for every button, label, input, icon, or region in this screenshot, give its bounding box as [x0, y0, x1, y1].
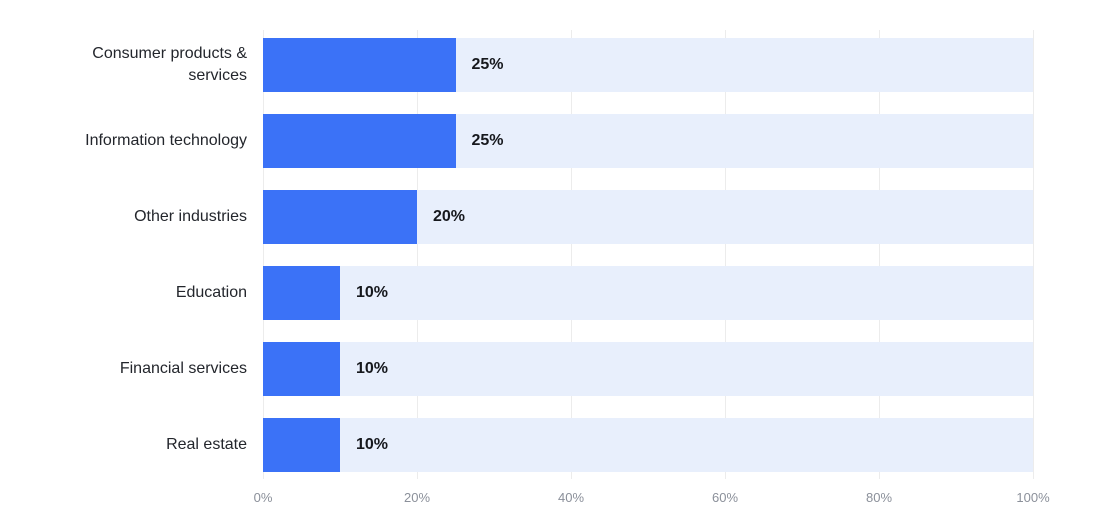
- category-label: Education: [175, 283, 247, 301]
- bar-row: Education 10%: [0, 266, 1033, 320]
- bar-rows: Consumer products & services 25% Informa…: [0, 38, 1033, 494]
- bar-track: 25%: [263, 38, 1033, 92]
- category-label-cell: Real estate: [0, 418, 263, 472]
- x-tick-label: 60%: [711, 490, 739, 505]
- x-axis: 0% 20% 40% 60% 80% 100%: [0, 490, 1097, 508]
- x-tick-label: 100%: [1016, 490, 1050, 505]
- bar: [263, 190, 417, 244]
- gridline: [417, 30, 418, 479]
- bar: [263, 418, 340, 472]
- category-label-cell: Financial services: [0, 342, 263, 396]
- value-label: 10%: [356, 360, 389, 377]
- bar-track: 10%: [263, 266, 1033, 320]
- category-label-cell: Education: [0, 266, 263, 320]
- bar-row: Other industries 20%: [0, 190, 1033, 244]
- bar: [263, 266, 340, 320]
- bar-track: 10%: [263, 418, 1033, 472]
- bar-track: 20%: [263, 190, 1033, 244]
- bar-track: 10%: [263, 342, 1033, 396]
- value-label: 25%: [471, 132, 504, 149]
- category-label-cell: Consumer products & services: [0, 38, 263, 92]
- category-label-cell: Information technology: [0, 114, 263, 168]
- gridline: [571, 30, 572, 479]
- x-tick-label: 80%: [865, 490, 893, 505]
- bar-row: Real estate 10%: [0, 418, 1033, 472]
- x-tick-label: 40%: [557, 490, 585, 505]
- gridlines: [0, 30, 1097, 479]
- bar-row: Information technology 25%: [0, 114, 1033, 168]
- bar: [263, 342, 340, 396]
- bar: [263, 114, 456, 168]
- bar-row: Consumer products & services 25%: [0, 38, 1033, 92]
- gridline: [263, 30, 264, 479]
- x-tick-label: 20%: [403, 490, 431, 505]
- category-label: Financial services: [119, 359, 247, 377]
- x-tick-label: 0%: [253, 490, 273, 505]
- category-label: Information technology: [85, 131, 247, 149]
- bar-row: Financial services 10%: [0, 342, 1033, 396]
- gridline: [725, 30, 726, 479]
- gridline: [1033, 30, 1034, 479]
- value-label: 10%: [356, 436, 389, 453]
- category-label: Consumer products & services: [92, 44, 247, 84]
- value-label: 20%: [433, 208, 466, 225]
- value-label: 25%: [471, 56, 504, 73]
- gridline: [879, 30, 880, 479]
- bar-track: 25%: [263, 114, 1033, 168]
- category-label: Real estate: [166, 435, 247, 453]
- category-label: Other industries: [134, 207, 247, 225]
- value-label: 10%: [356, 284, 389, 301]
- bar: [263, 38, 456, 92]
- category-label-cell: Other industries: [0, 190, 263, 244]
